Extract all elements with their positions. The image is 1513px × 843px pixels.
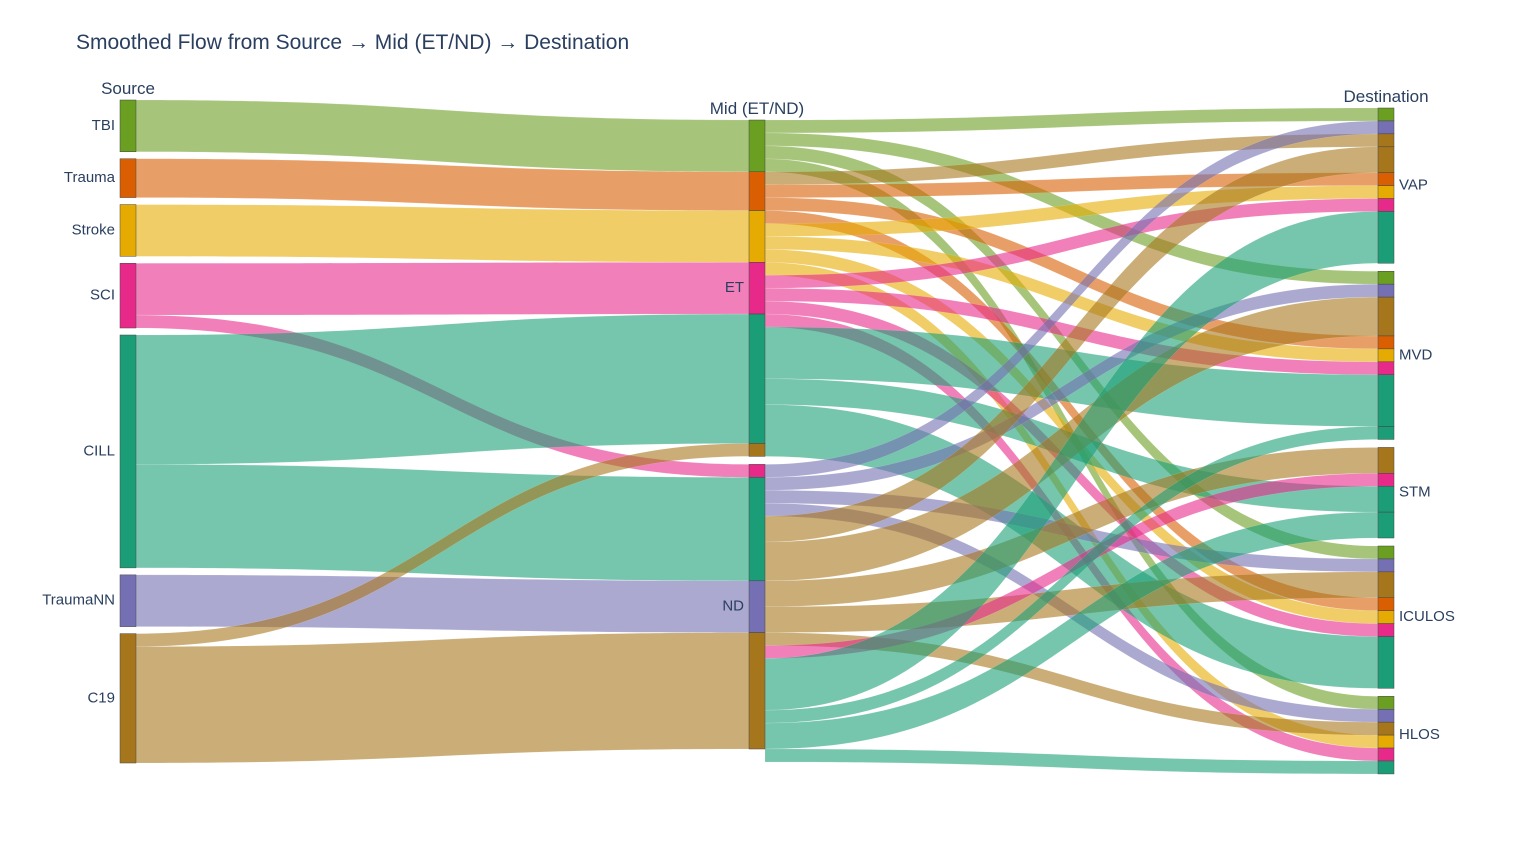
destination-segment-hlos-cill <box>1377 760 1395 775</box>
destination-segment-mvd-sci <box>1377 361 1395 375</box>
link-stroke-to-et <box>135 204 750 263</box>
destination-segment-vap-trauma <box>1377 172 1395 186</box>
link-cill-to-et <box>135 313 750 465</box>
destination-segment-iculos-c19 <box>1377 571 1395 598</box>
chart-title: Smoothed Flow from Source → Mid (ET/ND) … <box>76 31 629 54</box>
destination-segment-iculos-trauma <box>1377 597 1395 611</box>
source-column-label: Source <box>101 79 155 98</box>
destination-segment-vap-tbi <box>1377 107 1395 122</box>
mid-column-label: Mid (ET/ND) <box>710 99 804 118</box>
link-cill-to-nd <box>135 464 750 581</box>
destination-label-mvd: MVD <box>1399 346 1433 363</box>
destination-segment-stm-cill <box>1377 486 1395 513</box>
mid-segment-et-stroke <box>748 210 766 263</box>
destination-segment-hlos-traumann <box>1377 709 1395 723</box>
destination-segment-hlos-sci <box>1377 747 1395 762</box>
mid-segment-et-tbi <box>748 119 766 172</box>
source-label-c19: C19 <box>87 689 115 706</box>
mid-segment-et-cill <box>748 313 766 444</box>
source-node-c19 <box>119 633 137 764</box>
destination-segment-vap-traumann <box>1377 120 1395 135</box>
destination-label-stm: STM <box>1399 484 1431 501</box>
destination-column-label: Destination <box>1343 87 1428 106</box>
flow-nodes: TBI Trauma Stroke SCI CILL TraumaNN C19 ET ND VAP… <box>42 99 1455 775</box>
destination-segment-hlos-c19 <box>1377 721 1395 736</box>
destination-segment-iculos-cill <box>1377 636 1395 689</box>
source-node-traumann <box>119 574 137 627</box>
mid-segment-et-c19 <box>748 443 766 457</box>
destination-segment-hlos-stroke <box>1377 734 1395 749</box>
destination-segment-vap-c19 <box>1377 146 1395 173</box>
mid-segment-nd-c19 <box>748 632 766 750</box>
mid-segment-et-trauma <box>748 171 766 211</box>
destination-segment-iculos-stroke <box>1377 610 1395 624</box>
destination-segment-mvd-trauma <box>1377 335 1395 350</box>
destination-label-vap: VAP <box>1399 177 1428 194</box>
destination-segment-vap-cill <box>1377 211 1395 264</box>
mid-segment-nd-cill <box>748 477 766 582</box>
source-label-trauma: Trauma <box>64 169 116 186</box>
destination-segment-iculos-tbi <box>1377 545 1395 560</box>
mid-label-nd: ND <box>722 598 744 615</box>
destination-segment-iculos-sci <box>1377 623 1395 637</box>
source-label-stroke: Stroke <box>72 221 115 238</box>
link-c19-to-nd <box>135 632 750 764</box>
destination-segment-iculos-traumann <box>1377 558 1395 573</box>
destination-segment-mvd-traumann <box>1377 283 1395 298</box>
source-label-cill: CILL <box>83 442 115 459</box>
source-label-traumann: TraumaNN <box>42 592 115 609</box>
mid-segment-et-sci <box>748 262 766 315</box>
destination-segment-mvd-c19 <box>1377 296 1395 337</box>
destination-segment-hlos-tbi <box>1377 696 1395 710</box>
destination-segment-stm-cill <box>1377 511 1395 539</box>
destination-segment-vap-stroke <box>1377 185 1395 199</box>
destination-label-hlos: HLOS <box>1399 726 1440 743</box>
source-label-sci: SCI <box>90 287 115 304</box>
link-nd-cill-to-hlos <box>764 748 1379 775</box>
destination-segment-mvd-cill <box>1377 374 1395 427</box>
destination-label-iculos: ICULOS <box>1399 608 1455 625</box>
flow-links <box>135 99 1379 775</box>
destination-segment-mvd-tbi <box>1377 271 1395 285</box>
destination-segment-stm-c19 <box>1377 447 1395 474</box>
mid-segment-nd-sci <box>748 464 766 478</box>
source-node-trauma <box>119 158 137 198</box>
mid-label-et: ET <box>725 279 744 296</box>
source-node-cill <box>119 334 137 569</box>
destination-segment-vap-c19 <box>1377 133 1395 148</box>
source-label-tbi: TBI <box>92 117 115 134</box>
source-node-sci <box>119 263 137 329</box>
link-traumann-to-nd <box>135 574 750 633</box>
destination-segment-mvd-stroke <box>1377 348 1395 363</box>
source-node-tbi <box>119 99 137 152</box>
destination-segment-vap-sci <box>1377 198 1395 212</box>
mid-segment-nd-traumann <box>748 580 766 633</box>
link-et-tbi-to-vap <box>764 107 1379 134</box>
destination-segment-mvd-cill <box>1377 426 1395 440</box>
destination-segment-stm-sci <box>1377 473 1395 487</box>
source-node-stroke <box>119 204 137 257</box>
link-sci-to-et <box>135 262 750 316</box>
